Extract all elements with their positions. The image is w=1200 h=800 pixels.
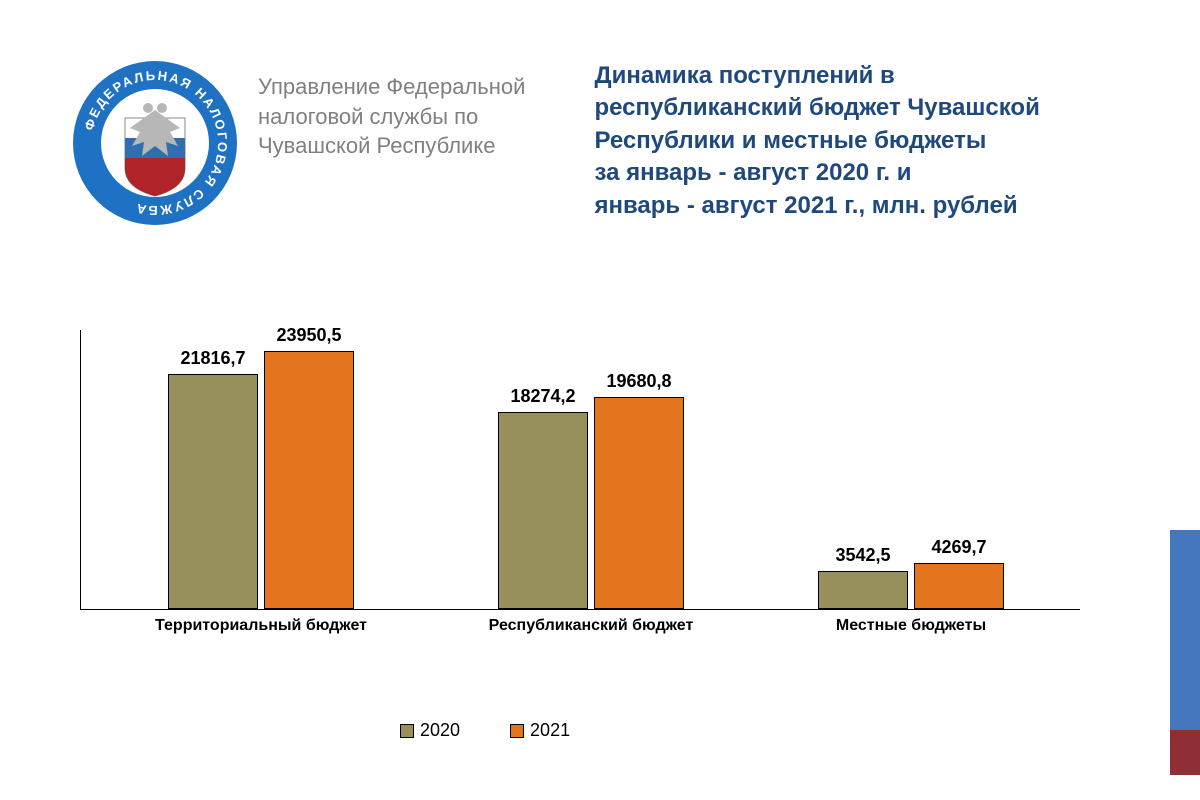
category-label-0: Территориальный бюджет: [155, 617, 367, 635]
fns-logo: ФЕДЕРАЛЬНАЯ НАЛОГОВАЯ СЛУЖБА: [70, 58, 240, 228]
bar-2021-1: 19680,8: [594, 397, 684, 609]
org-name: Управление Федеральной налоговой службы …: [258, 58, 564, 161]
bar-2021-2: 4269,7: [914, 563, 1004, 609]
fns-logo-svg: ФЕДЕРАЛЬНАЯ НАЛОГОВАЯ СЛУЖБА: [70, 58, 240, 228]
bar-value-label: 18274,2: [510, 386, 575, 407]
category-label-2: Местные бюджеты: [836, 617, 986, 635]
legend-label: 2020: [420, 720, 460, 741]
org-line1: Управление Федеральной: [258, 72, 564, 102]
deco-bar-blue: [1170, 530, 1200, 730]
bar-2020-2: 3542,5: [818, 571, 908, 609]
legend-item-2021: 2021: [510, 720, 570, 741]
chart-legend: 2020 2021: [400, 720, 570, 741]
slide-title: Динамика поступлений в республиканский б…: [594, 58, 1150, 222]
chart-plot-area: 21816,723950,5Территориальный бюджет1827…: [80, 330, 1080, 610]
legend-swatch: [400, 724, 414, 738]
org-line3: Чувашской Республике: [258, 131, 564, 161]
legend-label: 2021: [530, 720, 570, 741]
legend-swatch: [510, 724, 524, 738]
org-line2: налоговой службы по: [258, 102, 564, 132]
category-label-1: Республиканский бюджет: [489, 617, 694, 635]
bar-fill: [264, 351, 354, 609]
legend-item-2020: 2020: [400, 720, 460, 741]
header: ФЕДЕРАЛЬНАЯ НАЛОГОВАЯ СЛУЖБА Управление …: [70, 58, 1150, 228]
bar-value-label: 3542,5: [835, 545, 890, 566]
bar-2020-1: 18274,2: [498, 412, 588, 609]
bar-value-label: 4269,7: [931, 537, 986, 558]
bar-2021-0: 23950,5: [264, 351, 354, 609]
deco-bar-red: [1170, 730, 1200, 775]
bar-fill: [914, 563, 1004, 609]
bar-value-label: 19680,8: [606, 371, 671, 392]
budget-chart: 21816,723950,5Территориальный бюджет1827…: [80, 330, 1080, 650]
bar-fill: [594, 397, 684, 609]
bar-fill: [818, 571, 908, 609]
bar-value-label: 21816,7: [180, 348, 245, 369]
bar-2020-0: 21816,7: [168, 374, 258, 609]
page: ФЕДЕРАЛЬНАЯ НАЛОГОВАЯ СЛУЖБА Управление …: [0, 0, 1200, 800]
bar-fill: [168, 374, 258, 609]
bar-value-label: 23950,5: [276, 325, 341, 346]
bar-fill: [498, 412, 588, 609]
